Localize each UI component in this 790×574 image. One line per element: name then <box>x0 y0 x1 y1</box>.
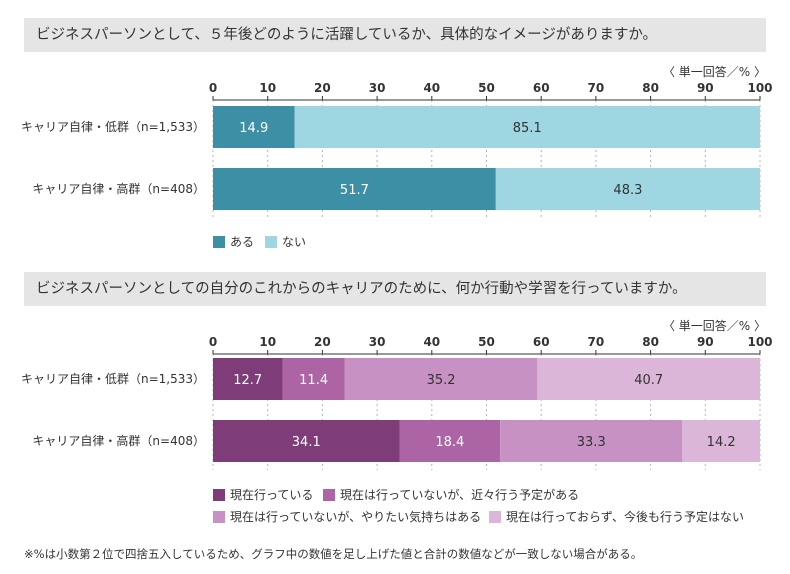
chart2-bar <box>682 420 760 462</box>
chart2-legend-item: 現在は行っていないが、やりたい気持ちはある <box>213 508 481 525</box>
chart1-data-label: 14.9 <box>239 121 268 136</box>
chart2-tick-label: 40 <box>423 335 440 349</box>
chart1-bar <box>294 106 760 148</box>
chart1-bar <box>213 168 496 210</box>
chart2-legend-swatch <box>213 510 225 523</box>
chart1-plot: 0 10 20 30 40 50 60 70 80 90 100 キャリア自律・低群（n=1,533）… <box>21 81 773 218</box>
chart2-bar <box>344 358 538 400</box>
chart2-legend-item: 現在は行っていないが、近々行う予定がある <box>323 486 579 503</box>
chart2-legend-swatch <box>489 510 501 523</box>
chart2-data-label: 34.1 <box>292 435 321 450</box>
chart1-tick-label: 60 <box>533 81 550 95</box>
chart2-tick-label: 50 <box>478 335 495 349</box>
chart2-bar <box>537 358 760 400</box>
chart1-data-label: 51.7 <box>340 183 369 198</box>
chart1-tick-label: 100 <box>747 81 772 95</box>
chart1-legend-label: ある <box>230 235 255 249</box>
chart2-legend-item: 現在行っている <box>213 486 313 503</box>
chart2-tick-label: 90 <box>697 335 714 349</box>
chart2-data-label: 11.4 <box>299 373 328 388</box>
chart2-bar <box>500 420 683 462</box>
chart2-legend-item: 現在は行っておらず、今後も行う予定はない <box>489 508 744 525</box>
chart2-tick-label: 70 <box>588 335 605 349</box>
chart1-tick-label: 50 <box>478 81 495 95</box>
chart2-data-label: 40.7 <box>634 373 663 388</box>
chart2-legend-swatch <box>213 488 225 501</box>
chart2-tick-label: 0 <box>209 335 217 349</box>
chart1-tick-label: 80 <box>642 81 659 95</box>
chart2-bar <box>213 358 283 400</box>
chart2-data-label: 12.7 <box>233 373 262 388</box>
chart2-title: ビジネスパーソンとしての自分のこれからのキャリアのために、何か行動や学習を行って… <box>24 272 766 306</box>
chart1-bar <box>495 168 760 210</box>
chart2-legend-label: 現在は行っていないが、近々行う予定がある <box>340 488 580 502</box>
chart2-data-label: 33.3 <box>577 435 606 450</box>
chart1-tick-label: 30 <box>369 81 386 95</box>
chart1-unit-label: 〈 単一回答／% 〉 <box>662 65 766 79</box>
chart2-tick-label: 30 <box>369 335 386 349</box>
chart2-data-label: 18.4 <box>435 435 464 450</box>
chart2-data-label: 14.2 <box>707 435 736 450</box>
chart2-bar <box>282 358 345 400</box>
chart2-legend-label: 現在行っている <box>230 488 314 502</box>
footnote: ※%は小数第２位で四捨五入しているため、グラフ中の数値を足し上げた値と合計の数値… <box>24 547 643 561</box>
chart2-legend-label: 現在は行っておらず、今後も行う予定はない <box>506 510 744 524</box>
chart1-category-label: キャリア自律・高群（n=408） <box>32 181 205 196</box>
chart2-category-label: キャリア自律・低群（n=1,533） <box>21 372 205 386</box>
chart1-legend-swatch <box>265 235 277 248</box>
chart1-tick-label: 90 <box>697 81 714 95</box>
chart2-data-label: 35.2 <box>427 373 456 388</box>
chart1-tick-label: 40 <box>423 81 440 95</box>
chart2-bar <box>213 420 400 462</box>
chart1-data-label: 48.3 <box>613 183 642 198</box>
chart1-legend-item: ない <box>265 233 306 250</box>
chart2-tick-label: 100 <box>747 335 772 349</box>
chart2-unit-label: 〈 単一回答／% 〉 <box>662 319 766 333</box>
chart1-legend-swatch <box>213 235 225 248</box>
chart1-legend-label: ない <box>282 235 307 249</box>
chart1-data-label: 85.1 <box>513 121 542 136</box>
chart1-tick-label: 20 <box>314 81 331 95</box>
chart1-title: ビジネスパーソンとして、５年後どのように活躍しているか、具体的なイメージがありま… <box>24 18 766 52</box>
chart2-tick-label: 20 <box>314 335 331 349</box>
chart2-tick-label: 80 <box>642 335 659 349</box>
chart1-category-label: キャリア自律・低群（n=1,533） <box>21 120 205 134</box>
chart2-plot: 0 10 20 30 40 50 60 70 80 90 100 キャリア自律・低群（n=1,533）… <box>21 335 773 470</box>
chart2-tick-label: 60 <box>533 335 550 349</box>
chart2-tick-label: 10 <box>259 335 276 349</box>
chart1-bar <box>213 106 295 148</box>
chart1-legend-item: ある <box>213 233 254 250</box>
chart1-tick-label: 0 <box>209 81 217 95</box>
chart2-legend-swatch <box>323 488 335 501</box>
chart2-legend-label: 現在は行っていないが、やりたい気持ちはある <box>230 510 482 524</box>
chart2-category-label: キャリア自律・高群（n=408） <box>32 433 205 448</box>
chart2-bar <box>399 420 501 462</box>
chart1-tick-label: 70 <box>588 81 605 95</box>
chart1-tick-label: 10 <box>259 81 276 95</box>
